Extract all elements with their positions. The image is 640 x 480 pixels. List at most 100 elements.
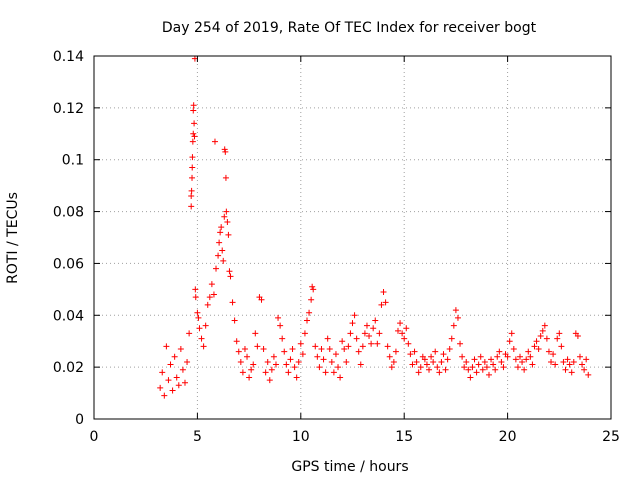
data-point xyxy=(224,218,231,225)
data-point xyxy=(291,364,298,371)
data-point xyxy=(401,335,408,342)
data-point xyxy=(312,343,319,350)
data-point xyxy=(281,348,288,355)
data-point xyxy=(219,247,226,254)
data-point xyxy=(579,361,586,368)
y-tick-label: 0.02 xyxy=(53,360,84,376)
data-point xyxy=(191,133,198,140)
data-point xyxy=(258,296,265,303)
data-point xyxy=(279,335,286,342)
data-point xyxy=(399,330,406,337)
data-point xyxy=(386,353,393,360)
data-point xyxy=(426,366,433,373)
data-point xyxy=(457,340,464,347)
data-point xyxy=(492,366,499,373)
data-point xyxy=(173,374,180,381)
data-point xyxy=(165,377,172,384)
data-point xyxy=(188,203,195,210)
chart-title: Day 254 of 2019, Rate Of TEC Index for r… xyxy=(162,20,537,36)
data-point xyxy=(366,333,373,340)
data-point xyxy=(272,361,279,368)
data-point xyxy=(405,340,412,347)
data-point xyxy=(262,369,269,376)
data-point xyxy=(275,314,282,321)
data-point xyxy=(169,387,176,394)
data-point xyxy=(560,358,567,365)
data-point xyxy=(512,356,519,363)
data-point xyxy=(235,348,242,355)
data-point xyxy=(527,353,534,360)
data-point xyxy=(498,358,505,365)
y-tick-label: 0.14 xyxy=(53,49,84,65)
data-point xyxy=(295,358,302,365)
data-point xyxy=(297,340,304,347)
data-point xyxy=(192,286,199,293)
data-point xyxy=(221,213,228,220)
data-point xyxy=(485,371,492,378)
data-point xyxy=(277,322,284,329)
data-point xyxy=(438,358,445,365)
data-point xyxy=(225,231,232,238)
x-axis-label: GPS time / hours xyxy=(291,459,408,475)
data-point xyxy=(337,374,344,381)
data-point xyxy=(432,348,439,355)
data-point xyxy=(548,358,555,365)
data-point xyxy=(552,361,559,368)
data-point xyxy=(195,314,202,321)
data-point xyxy=(324,335,331,342)
data-point xyxy=(233,338,240,345)
data-point xyxy=(216,239,223,246)
data-point xyxy=(351,312,358,319)
data-point xyxy=(357,361,364,368)
data-point xyxy=(244,353,251,360)
data-point xyxy=(510,345,517,352)
data-point xyxy=(252,330,259,337)
data-point xyxy=(192,294,199,301)
data-point xyxy=(206,294,213,301)
data-point xyxy=(202,322,209,329)
data-point xyxy=(477,353,484,360)
data-point xyxy=(545,348,552,355)
y-tick-label: 0.12 xyxy=(53,101,84,117)
data-point xyxy=(335,364,342,371)
data-point xyxy=(539,327,546,334)
data-point xyxy=(523,356,530,363)
data-point xyxy=(475,361,482,368)
data-point xyxy=(218,224,225,231)
data-points xyxy=(157,55,592,399)
data-point xyxy=(268,366,275,373)
data-point xyxy=(306,309,313,316)
y-axis-label: ROTI / TECUs xyxy=(5,192,21,284)
data-point xyxy=(347,330,354,337)
x-tick-label: 10 xyxy=(292,429,310,445)
data-point xyxy=(452,307,459,314)
data-point xyxy=(186,330,193,337)
data-point xyxy=(415,369,422,376)
data-point xyxy=(368,340,375,347)
data-point xyxy=(541,322,548,329)
data-point xyxy=(479,366,486,373)
data-point xyxy=(570,358,577,365)
data-point xyxy=(326,345,333,352)
data-point xyxy=(409,361,416,368)
data-point xyxy=(270,353,277,360)
data-point xyxy=(471,356,478,363)
data-point xyxy=(434,364,441,371)
data-point xyxy=(189,138,196,145)
data-point xyxy=(345,343,352,350)
data-point xyxy=(237,358,244,365)
data-point xyxy=(246,374,253,381)
data-point xyxy=(448,335,455,342)
data-point xyxy=(229,299,236,306)
data-point xyxy=(167,361,174,368)
data-point xyxy=(175,382,182,389)
plot-frame xyxy=(93,55,612,420)
data-point xyxy=(211,138,218,145)
data-point xyxy=(308,296,315,303)
data-point xyxy=(179,366,186,373)
data-point xyxy=(500,364,507,371)
data-point xyxy=(514,364,521,371)
data-point xyxy=(562,366,569,373)
data-point xyxy=(241,345,248,352)
data-point xyxy=(583,356,590,363)
